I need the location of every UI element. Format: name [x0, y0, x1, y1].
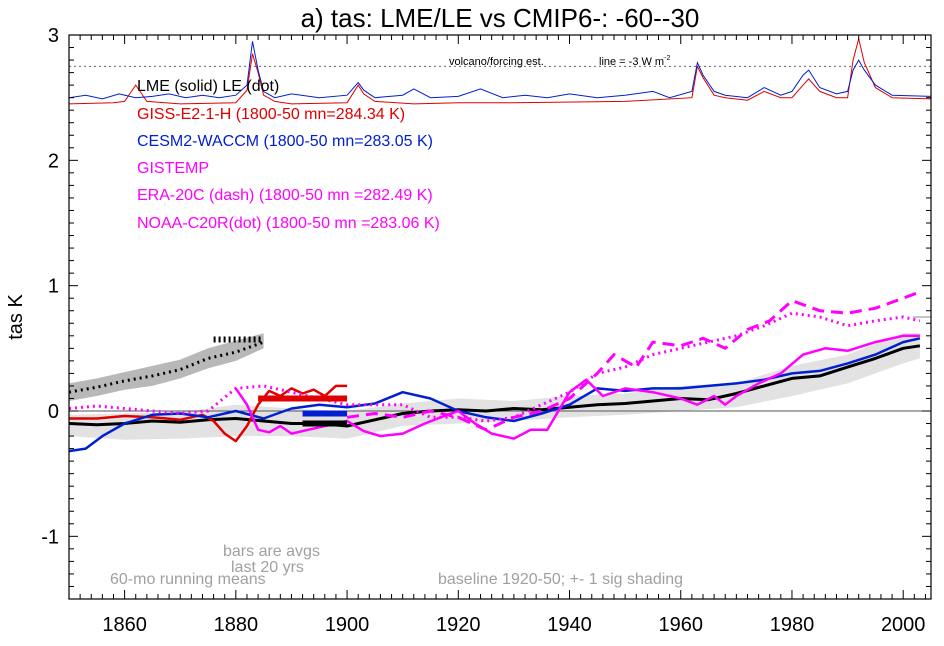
- shading-le-spread: [69, 333, 264, 401]
- legend-gistemp: GISTEMP: [137, 160, 209, 177]
- plot-frame: [68, 34, 932, 600]
- y-axis-label: tas K: [5, 294, 27, 340]
- axes: 1860 1880 1900 1920 1940 1960 1980 2000 -1 0 1 2 3: [41, 25, 932, 636]
- series-gistemp: [234, 334, 920, 440]
- shading-lme-spread: [69, 333, 920, 440]
- legend-noaa: NOAA-C20R(dot) (1800-50 mn =283.06 K): [137, 215, 440, 232]
- series-noaa-c20r-dot: [69, 311, 921, 423]
- legend-cesm2: CESM2-WACCM (1800-50 mn=283.05 K): [137, 133, 433, 150]
- x-tick-label: 1940: [547, 614, 592, 636]
- volcano-annotation: volcano/forcing est.: [449, 56, 544, 68]
- y-tick-label: 3: [48, 25, 59, 47]
- x-tick-label: 2000: [881, 614, 926, 636]
- forcing-giss-e2-1-h-forcing: [69, 38, 931, 105]
- x-tick-label: 1960: [658, 614, 703, 636]
- x-tick-label: 1860: [102, 614, 147, 636]
- y-tick-label: 1: [48, 276, 59, 298]
- y-tick-label: 2: [48, 150, 59, 172]
- forcing-line-superscript: -2: [664, 55, 670, 62]
- legend-era20c: ERA-20C (dash) (1800-50 mn =282.49 K): [137, 187, 433, 204]
- forcing-line-text: line = -3 W m: [599, 56, 664, 68]
- x-tick-label: 1980: [770, 614, 815, 636]
- bars-annotation-2: last 20 yrs: [231, 559, 304, 576]
- series-giss-e2-1-h: [69, 384, 348, 443]
- legend-giss: GISS-E2-1-H (1800-50 mn=284.34 K): [137, 106, 405, 123]
- y-tick-label: -1: [41, 526, 59, 548]
- running-mean-annotation: 60-mo running means: [110, 571, 266, 588]
- x-tick-label: 1920: [436, 614, 481, 636]
- x-tick-label: 1880: [214, 614, 259, 636]
- bars-annotation: bars are avgs: [223, 543, 320, 560]
- chart-title: a) tas: LME/LE vs CMIP6-: -60--30: [301, 3, 700, 33]
- legend-lme-le: LME (solid) LE (dot): [137, 78, 279, 95]
- series-cesm2-waccm: [69, 337, 921, 453]
- forcing-cesm2-waccm-forcing: [69, 41, 931, 100]
- annotations: volcano/forcing est. line = -3 W m-2 bar…: [110, 55, 683, 588]
- baseline-annotation: baseline 1920-50; +- 1 sig shading: [438, 571, 683, 588]
- legend: LME (solid) LE (dot) GISS-E2-1-H (1800-5…: [137, 78, 440, 232]
- plot-area: [69, 38, 931, 453]
- forcing-line-annotation: line = -3 W m-2: [599, 55, 670, 68]
- y-tick-label: 0: [48, 401, 59, 423]
- x-tick-label: 1900: [325, 614, 370, 636]
